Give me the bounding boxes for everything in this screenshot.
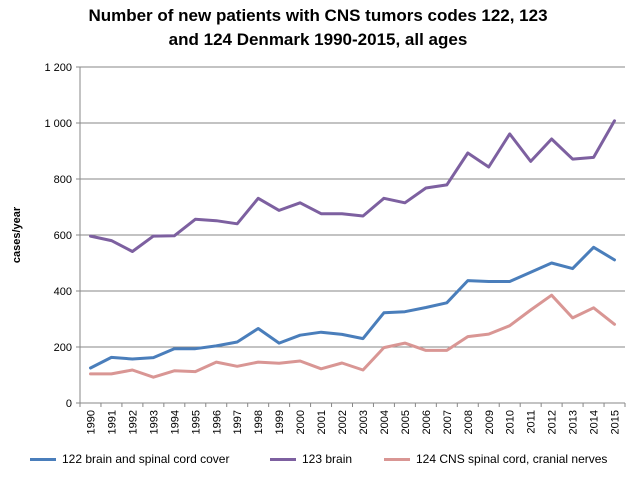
x-tick-label: 1992 <box>127 410 139 434</box>
legend-item: 122 brain and spinal cord cover <box>30 452 229 466</box>
legend-item: 123 brain <box>270 452 352 466</box>
legend-swatch <box>270 457 296 461</box>
axes <box>76 66 626 407</box>
x-tick-label: 2009 <box>484 410 496 434</box>
y-tick-label: 1 000 <box>44 118 72 130</box>
x-tick-label: 1994 <box>169 410 181 434</box>
x-tick-label: 1991 <box>106 410 118 434</box>
x-tick-label: 1993 <box>148 410 160 434</box>
x-tick-label: 1998 <box>253 410 265 434</box>
y-tick-label: 200 <box>54 342 72 354</box>
x-tick-label: 2013 <box>568 410 580 434</box>
series-line <box>89 245 616 370</box>
x-tick-label: 2007 <box>442 410 454 434</box>
x-tick-label: 2011 <box>526 410 538 434</box>
y-tick-labels: 0 200 400 600 800 1 000 1 200 <box>44 62 72 410</box>
legend-label: 123 brain <box>302 452 353 466</box>
y-tick-label: 0 <box>66 398 72 410</box>
x-tick-label: 2006 <box>421 410 433 434</box>
y-tick-label: 1 200 <box>44 62 72 74</box>
x-tick-label: 2002 <box>337 410 349 434</box>
x-tick-label: 2014 <box>589 410 601 434</box>
x-tick-labels: 1990 1991 1992 1993 1994 1995 1996 1997 1998 1999… <box>85 410 621 434</box>
x-tick-label: 2004 <box>379 410 391 434</box>
x-tick-label: 2005 <box>400 410 412 434</box>
legend: 122 brain and spinal cord cover 123 brain… <box>30 452 630 472</box>
x-tick-label: 2012 <box>547 410 559 434</box>
y-axis-label: cases/year <box>11 206 23 263</box>
x-tick-label: 2000 <box>295 410 307 434</box>
x-tick-label: 1999 <box>274 410 286 434</box>
legend-label: 122 brain and spinal cord cover <box>62 452 230 466</box>
x-tick-label: 1997 <box>232 410 244 434</box>
x-tick-label: 2008 <box>463 410 475 434</box>
x-tick-label: 2015 <box>610 410 622 434</box>
gridlines <box>80 66 625 348</box>
legend-swatch <box>30 457 56 461</box>
x-tick-label: 1990 <box>85 410 97 434</box>
legend-swatch <box>384 457 410 461</box>
x-tick-label: 2010 <box>505 410 517 434</box>
y-tick-label: 600 <box>54 230 72 242</box>
x-tick-label: 2001 <box>316 410 328 434</box>
y-tick-label: 800 <box>54 174 72 186</box>
x-tick-label: 1995 <box>190 410 202 434</box>
series-line <box>89 119 616 253</box>
y-tick-label: 400 <box>54 286 72 298</box>
legend-label: 124 CNS spinal cord, cranial nerves <box>416 452 608 466</box>
chart-title: Number of new patients with CNS tumors c… <box>0 4 636 52</box>
series-line <box>89 293 616 379</box>
series-lines <box>89 119 616 379</box>
legend-item: 124 CNS spinal cord, cranial nerves <box>384 452 607 466</box>
x-tick-label: 1996 <box>211 410 223 434</box>
chart-title-line-2: and 124 Denmark 1990-2015, all ages <box>168 30 468 49</box>
x-tick-label: 2003 <box>358 410 370 434</box>
chart-title-line-1: Number of new patients with CNS tumors c… <box>88 6 548 25</box>
